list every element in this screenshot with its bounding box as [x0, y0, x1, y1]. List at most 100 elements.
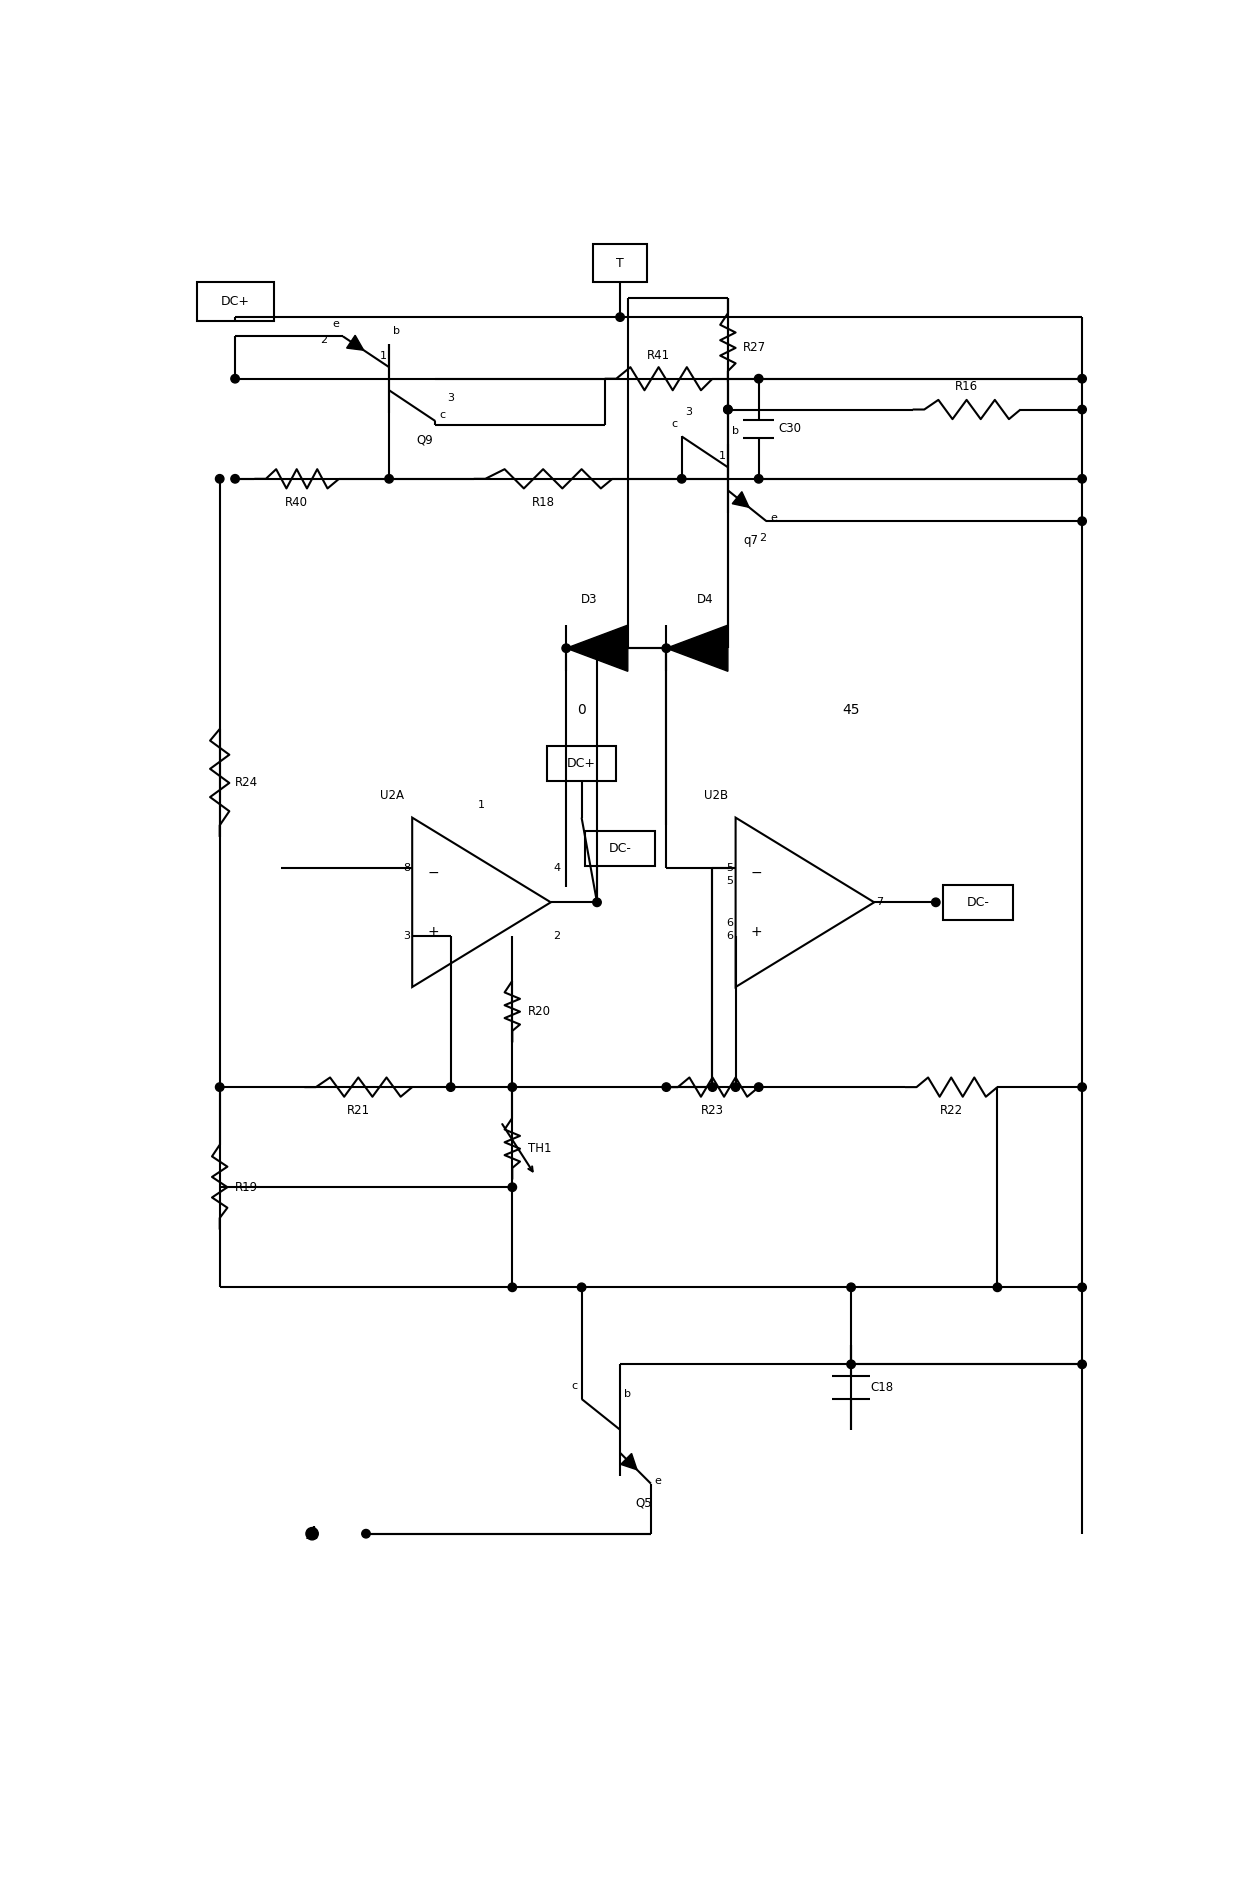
- Circle shape: [847, 1283, 856, 1291]
- Text: c: c: [572, 1381, 578, 1390]
- Circle shape: [562, 644, 570, 652]
- Circle shape: [724, 406, 732, 413]
- Text: DC+: DC+: [221, 295, 249, 308]
- Text: 1: 1: [719, 451, 725, 460]
- Text: 0: 0: [578, 703, 587, 716]
- Text: 1: 1: [379, 351, 387, 361]
- Text: D3: D3: [582, 594, 598, 605]
- Text: DC-: DC-: [609, 842, 631, 855]
- Circle shape: [1078, 1082, 1086, 1092]
- Polygon shape: [347, 334, 363, 349]
- Text: b: b: [732, 427, 739, 436]
- Text: U2B: U2B: [704, 789, 728, 802]
- Circle shape: [662, 1082, 671, 1092]
- Text: 4: 4: [553, 864, 560, 874]
- Text: 3: 3: [446, 393, 454, 402]
- Text: DC+: DC+: [567, 757, 596, 770]
- Circle shape: [216, 1082, 224, 1092]
- Circle shape: [306, 1528, 319, 1541]
- Text: DC-: DC-: [967, 896, 990, 909]
- Text: R24: R24: [236, 776, 258, 789]
- Circle shape: [677, 475, 686, 483]
- Circle shape: [754, 1082, 763, 1092]
- Bar: [197, 282, 274, 321]
- Circle shape: [508, 1184, 517, 1191]
- Text: R22: R22: [940, 1105, 962, 1116]
- Text: q7: q7: [743, 534, 759, 547]
- Polygon shape: [666, 626, 728, 671]
- Text: −: −: [428, 866, 439, 879]
- Circle shape: [578, 1283, 585, 1291]
- Text: 45: 45: [842, 703, 859, 716]
- Text: b: b: [624, 1389, 631, 1400]
- Bar: [593, 244, 647, 282]
- Text: A: A: [306, 1524, 317, 1543]
- Circle shape: [1078, 475, 1086, 483]
- Circle shape: [931, 898, 940, 906]
- Circle shape: [616, 314, 624, 321]
- Text: 2: 2: [320, 334, 327, 346]
- Circle shape: [754, 374, 763, 383]
- Bar: [547, 746, 616, 782]
- Text: 5: 5: [727, 876, 733, 887]
- Text: +: +: [428, 924, 439, 940]
- Text: 5: 5: [727, 864, 733, 874]
- Text: R23: R23: [701, 1105, 724, 1116]
- Circle shape: [662, 644, 671, 652]
- Circle shape: [508, 1283, 517, 1291]
- Text: e: e: [655, 1477, 662, 1486]
- Text: 3: 3: [686, 408, 693, 417]
- Circle shape: [446, 1082, 455, 1092]
- Text: R41: R41: [647, 349, 670, 363]
- Circle shape: [724, 406, 732, 413]
- Text: c: c: [672, 419, 678, 428]
- Text: R16: R16: [955, 380, 978, 393]
- Circle shape: [993, 1283, 1002, 1291]
- Circle shape: [847, 1360, 856, 1368]
- Circle shape: [593, 898, 601, 906]
- Text: b: b: [393, 327, 401, 336]
- Text: e: e: [770, 513, 777, 524]
- Text: R18: R18: [532, 496, 554, 509]
- Text: U2A: U2A: [381, 789, 404, 802]
- Text: 3: 3: [403, 932, 410, 941]
- Text: 6: 6: [727, 932, 733, 941]
- Circle shape: [216, 475, 224, 483]
- Text: Q5: Q5: [635, 1496, 652, 1509]
- Circle shape: [231, 374, 239, 383]
- Polygon shape: [567, 626, 627, 671]
- Text: R19: R19: [236, 1180, 258, 1193]
- Text: 2: 2: [553, 932, 560, 941]
- Polygon shape: [733, 492, 749, 507]
- Circle shape: [1078, 517, 1086, 526]
- Text: D4: D4: [697, 594, 713, 605]
- Text: e: e: [332, 319, 339, 329]
- Text: c: c: [439, 410, 445, 419]
- Circle shape: [754, 475, 763, 483]
- Text: C30: C30: [777, 423, 801, 436]
- Text: TH1: TH1: [528, 1142, 552, 1156]
- Text: 8: 8: [403, 864, 410, 874]
- Text: R20: R20: [528, 1005, 551, 1018]
- Circle shape: [1078, 1360, 1086, 1368]
- Text: R21: R21: [347, 1105, 370, 1116]
- Text: R40: R40: [285, 496, 309, 509]
- Text: 7: 7: [877, 898, 884, 908]
- Text: +: +: [751, 924, 763, 940]
- Text: R27: R27: [743, 342, 766, 355]
- Circle shape: [362, 1530, 371, 1537]
- Circle shape: [231, 475, 239, 483]
- Text: 6: 6: [727, 919, 733, 928]
- Bar: [585, 831, 655, 866]
- Text: 1: 1: [477, 800, 485, 810]
- Text: Q9: Q9: [417, 434, 433, 447]
- Text: T: T: [616, 257, 624, 271]
- Text: C18: C18: [870, 1381, 894, 1394]
- Circle shape: [1078, 406, 1086, 413]
- Text: −: −: [751, 866, 763, 879]
- Circle shape: [708, 1082, 717, 1092]
- Circle shape: [508, 1082, 517, 1092]
- Polygon shape: [621, 1454, 637, 1469]
- Circle shape: [1078, 1283, 1086, 1291]
- Circle shape: [384, 475, 393, 483]
